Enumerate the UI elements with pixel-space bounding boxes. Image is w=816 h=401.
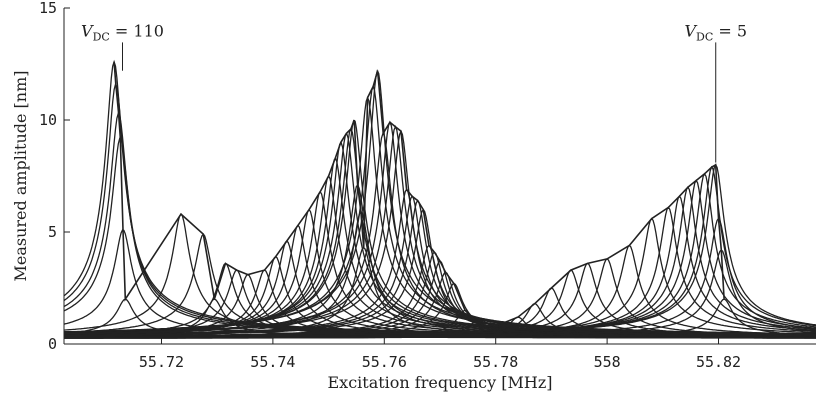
plot-area [64,59,816,339]
annotation-label-1: VDC = 5 [684,21,747,43]
x-tick-label: 55.78 [473,353,518,371]
y-tick-label: 15 [39,0,57,17]
y-tick-label: 5 [48,223,57,241]
series-curve-63 [64,248,816,339]
x-tick-label: 558 [594,353,621,371]
series-curve-61 [64,163,816,337]
annotations: VDC = 110 VDC = 5 [81,21,747,163]
x-tick-label: 55.74 [250,353,295,371]
annotation-label-0: VDC = 110 [81,21,164,43]
backbone-curve [113,61,725,327]
x-tick-label: 55.82 [696,353,741,371]
axes: 55.72 55.74 55.76 55.78 558 55.82 0 5 10 15 [39,0,816,371]
x-tick-label: 55.72 [139,353,184,371]
series-curve-64 [64,298,816,339]
y-tick-label: 0 [48,335,57,353]
x-axis-label: Excitation frequency [MHz] [327,373,552,392]
y-axis-label: Measured amplitude [nm] [11,70,30,281]
x-tick-label: 55.76 [362,353,407,371]
y-tick-label: 10 [39,111,57,129]
